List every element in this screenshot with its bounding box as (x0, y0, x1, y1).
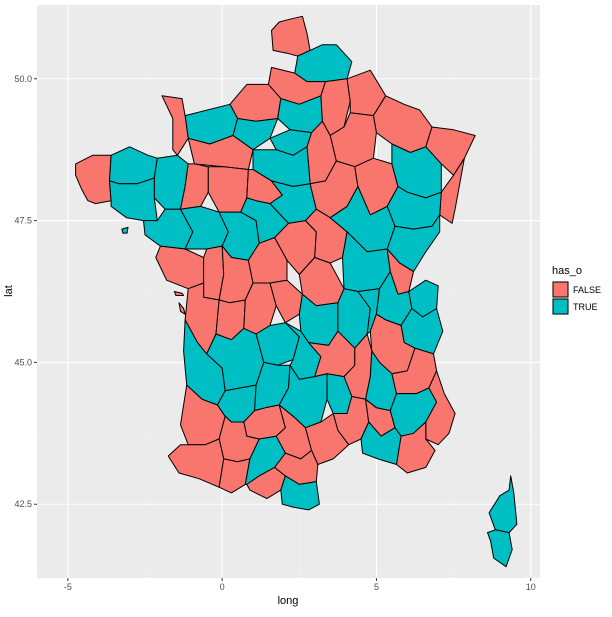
region-manche (161, 95, 189, 156)
y-tick-label: 42.5 (14, 499, 32, 509)
y-axis-title: lat (3, 285, 15, 297)
region-var (396, 421, 436, 474)
x-axis-title: long (278, 595, 299, 607)
region-belle-ile (121, 226, 129, 234)
y-tick-label: 45.0 (14, 357, 32, 367)
x-tick-label: 10 (526, 582, 536, 592)
region-orne (187, 135, 254, 170)
region-pyrenees-orientales (280, 475, 320, 511)
legend: has_o FALSE TRUE (552, 265, 601, 315)
y-tick-label: 47.5 (14, 216, 32, 226)
region-ile-de-re (173, 291, 185, 296)
region-ile-oleron (178, 302, 186, 315)
legend-title: has_o (552, 265, 582, 277)
legend-label: TRUE (573, 302, 598, 312)
x-tick-label: 0 (220, 582, 225, 592)
y-tick-label: 50.0 (14, 74, 32, 84)
legend-swatch (552, 298, 569, 315)
region-alpes-maritimes (425, 370, 456, 446)
region-herault (305, 413, 350, 465)
region-mayenne (180, 163, 209, 210)
legend-label: FALSE (573, 285, 601, 295)
legend-swatch (552, 281, 569, 298)
x-tick-label: -5 (64, 582, 72, 592)
region-corse-du-sud (487, 529, 513, 568)
x-tick-label: 5 (374, 582, 379, 592)
region-nord (271, 15, 311, 57)
region-pyrenees-atlantiques (167, 438, 225, 488)
axes: -5 0 5 10 42.5 45.0 47.5 50.0 (14, 74, 535, 592)
region-finistere (75, 154, 112, 205)
department-regions (75, 15, 518, 568)
